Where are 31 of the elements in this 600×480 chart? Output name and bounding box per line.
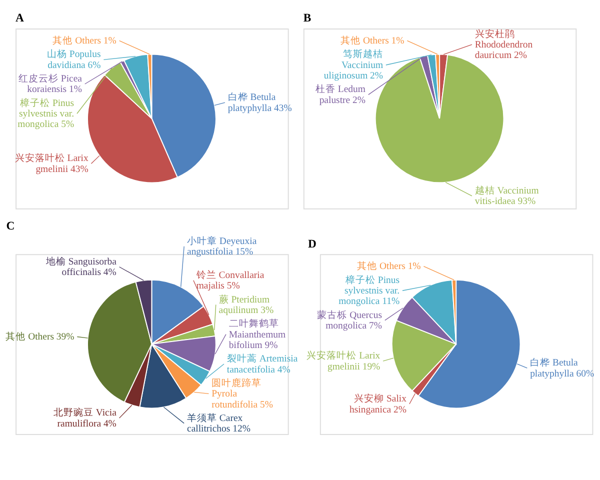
chart-title: D <box>308 237 316 250</box>
slice-label: 铃兰 Convallaria majalis 5% <box>195 268 265 292</box>
slice-label: 二叶舞鹤草 Maianthemum bifolium 9% <box>228 318 286 351</box>
slice-label: 樟子松 Pinus sylvestnis var. mongolica 11% <box>338 274 400 308</box>
slice-label: 兴安柳 Salix hsinganica 2% <box>350 392 407 416</box>
chart-title: A <box>16 12 25 25</box>
slice-label: 其他 Others 1% <box>340 34 404 47</box>
chart-title: B <box>303 12 312 25</box>
slice-label: 兴安杜鹃 Rhododendron dauricum 2% <box>474 28 533 62</box>
slice-label: 白桦 Betula platyphylla 43% <box>228 91 292 114</box>
slice-label: 北野豌豆 Vicia ramuliflora 4% <box>53 406 118 430</box>
slice-label: 杜香 Ledum palustre 2% <box>316 83 366 106</box>
slice-label: 红皮云杉 Picea koraiensis 1% <box>18 72 83 96</box>
slice-label: 羊须草 Carex callitrichos 12% <box>187 412 250 435</box>
slice-label: 蕨 Pteridium aquilinum 3% <box>218 293 274 316</box>
slice-label: 其他 Others 39% <box>6 330 74 343</box>
slice-label: 兴安落叶松 Larix gmelinii 43% <box>14 152 88 175</box>
slice-label: 圆叶鹿蹄草 Pyrola rotundifolia 5% <box>212 376 273 410</box>
slice-label: 白桦 Betula platyphylla 60% <box>530 356 594 380</box>
slice-label: 山杨 Populus davidiana 6% <box>46 48 101 71</box>
slice-label: 地榆 Sanguisorba officinalis 4% <box>44 255 118 278</box>
slice-label: 笃斯越桔 Vaccinium uliginosum 2% <box>324 48 384 82</box>
slice-label: 其他 Others 1% <box>52 34 116 47</box>
chart-title: C <box>6 219 15 232</box>
slice-label: 蒙古栎 Quercus mongolica 7% <box>317 308 382 332</box>
slice-label: 裂叶蒿 Artemisia tanacetifolia 4% <box>226 352 298 376</box>
slice-label: 其他 Others 1% <box>357 260 421 272</box>
slice-label: 小叶章 Deyeuxia angustifolia 15% <box>187 234 258 258</box>
slice-label: 越桔 Vaccinium vitis-idaea 93% <box>474 184 540 208</box>
slice-label: 樟子松 Pinus sylvestnis var. mongolica 5% <box>18 96 74 130</box>
slice-label: 兴安落叶松 Larix gmelinii 19% <box>306 350 380 372</box>
